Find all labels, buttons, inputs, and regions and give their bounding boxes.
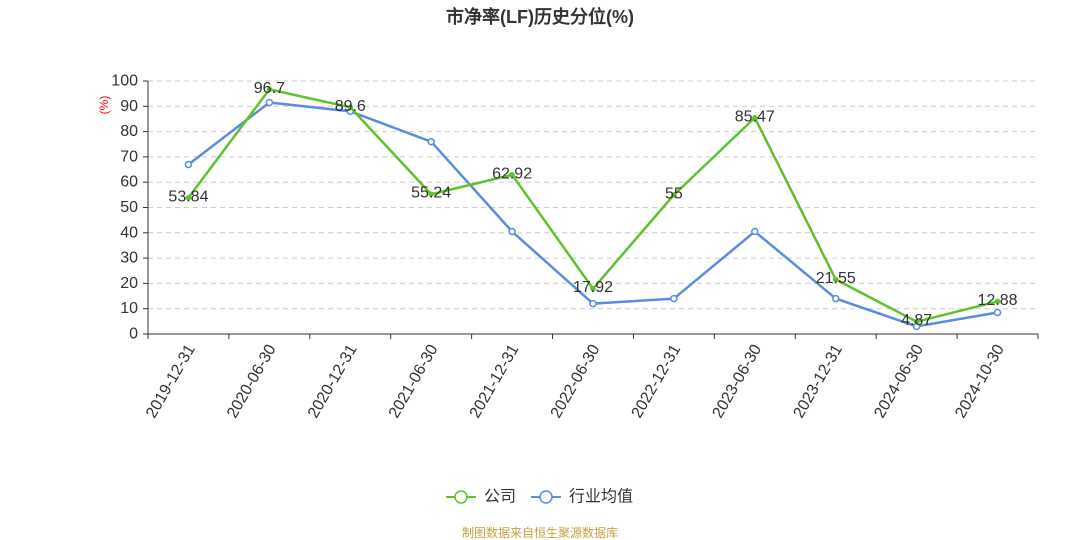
x-tick-label: 2024-10-30 — [952, 342, 1008, 421]
y-axis-label: (%) — [97, 96, 111, 115]
y-tick-label: 80 — [120, 123, 138, 140]
series-0 — [185, 86, 1001, 325]
y-tick-label: 40 — [120, 224, 138, 241]
data-label: 85.47 — [735, 108, 775, 125]
legend-circle-icon — [539, 490, 553, 504]
legend-label: 公司 — [484, 489, 516, 506]
data-point — [670, 294, 678, 303]
data-label: 89.6 — [335, 98, 366, 115]
y-tick-label: 0 — [129, 326, 138, 343]
data-point — [508, 227, 516, 236]
data-point — [347, 104, 354, 111]
data-label: 17.92 — [573, 279, 613, 296]
y-tick-label: 20 — [120, 275, 138, 292]
data-label: 21.55 — [816, 270, 856, 287]
data-point — [913, 318, 920, 325]
data-point — [589, 299, 597, 308]
x-tick-label: 2021-06-30 — [386, 342, 442, 421]
y-tick-label: 90 — [120, 98, 138, 115]
chart-title: 市净率(LF)历史分位(%) — [446, 6, 634, 27]
y-tick-label: 60 — [120, 174, 138, 191]
data-labels: 53.84 96.7 89.6 55.24 62.92 17.92 55 85.47 21.55… — [168, 80, 1017, 329]
x-tick-label: 2023-12-31 — [790, 342, 846, 421]
gridlines — [148, 80, 1038, 310]
y-tick-label: 50 — [120, 199, 138, 216]
x-tick-label: 2022-12-31 — [629, 342, 685, 421]
x-tick-label: 2019-12-31 — [143, 342, 199, 421]
y-tick-label: 30 — [120, 250, 138, 267]
data-point — [590, 285, 596, 292]
data-point — [994, 298, 1001, 305]
x-tick-label: 2020-12-31 — [305, 342, 361, 421]
data-point — [671, 192, 677, 198]
x-tick-label: 2023-06-30 — [710, 342, 766, 421]
legend-circle-icon — [454, 490, 468, 504]
data-label: 96.7 — [254, 80, 285, 97]
data-point — [832, 276, 839, 283]
data-label: 53.84 — [168, 188, 208, 205]
data-point — [831, 294, 840, 303]
data-label: 4.87 — [901, 312, 932, 329]
data-label: 12.88 — [978, 292, 1018, 309]
x-tick-label: 2024-06-30 — [871, 342, 927, 421]
y-tick-label: 100 — [111, 73, 138, 90]
legend-item-1[interactable]: 行业均值 — [531, 488, 633, 506]
legend: 公司 行业均值 — [446, 488, 633, 506]
x-tick-label: 2022-06-30 — [548, 342, 604, 421]
x-axis: 2019-12-31 2020-06-30 2020-12-31 2021-06-30… — [143, 333, 1039, 421]
data-point — [428, 191, 434, 197]
legend-item-0[interactable]: 公司 — [446, 489, 516, 506]
data-point — [185, 195, 192, 201]
x-tick-label: 2020-06-30 — [224, 342, 280, 421]
data-point — [184, 160, 193, 169]
data-point — [751, 227, 759, 236]
data-label: 55 — [665, 185, 683, 202]
x-tick-label: 2021-12-31 — [467, 342, 523, 421]
data-label: 62.92 — [492, 165, 532, 182]
data-point — [427, 137, 435, 146]
data-point — [752, 115, 758, 121]
data-source-footer: 制图数据来自恒生聚源数据库 — [462, 525, 618, 540]
y-axis: 0 10 20 30 40 50 60 70 80 90 100 — [111, 73, 149, 343]
data-point — [265, 98, 274, 107]
y-tick-label: 70 — [120, 148, 138, 165]
data-point — [993, 308, 1002, 317]
data-label: 55.24 — [411, 185, 451, 202]
data-point — [509, 172, 515, 178]
data-point — [266, 86, 273, 93]
series-1 — [184, 98, 1002, 331]
y-tick-label: 10 — [120, 300, 138, 317]
legend-label: 行业均值 — [569, 488, 633, 506]
